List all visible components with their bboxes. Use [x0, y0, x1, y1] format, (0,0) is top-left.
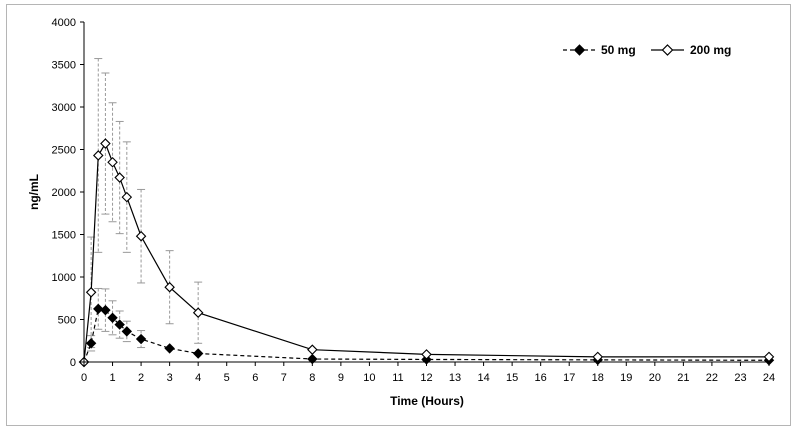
data-point-1 — [421, 349, 432, 360]
x-tick-label: 10 — [363, 372, 375, 384]
x-tick-label: 7 — [281, 372, 287, 384]
data-point-0 — [100, 304, 111, 316]
x-tick-label: 0 — [81, 372, 87, 384]
legend-entry-50mg: 50 mg — [563, 43, 636, 57]
axes — [83, 22, 769, 363]
x-tick-label: 1 — [109, 372, 115, 384]
series-line-1 — [83, 142, 769, 363]
x-tick-label: 24 — [763, 372, 775, 384]
x-tick-label: 19 — [620, 372, 632, 384]
x-tick-label: 3 — [167, 372, 173, 384]
x-tick-label: 4 — [195, 372, 201, 384]
data-point-1 — [85, 287, 97, 298]
y-tick-label: 500 — [58, 315, 76, 327]
x-tick-label: 15 — [506, 372, 518, 384]
data-point-1 — [192, 307, 204, 318]
x-tick-label: 12 — [420, 372, 432, 384]
x-tick-label: 8 — [309, 372, 315, 384]
y-axis-title: ng/mL — [27, 174, 41, 210]
data-point-0 — [192, 348, 204, 359]
data-point-1 — [121, 191, 133, 203]
chart-frame — [6, 4, 791, 426]
legend-entry-200mg: 200 mg — [651, 43, 731, 57]
data-point-1 — [763, 351, 775, 363]
x-tick-labels: 0 1 2 3 4 5 6 7 8 9 10 11 12 13 14 15 16 17 18 19 20 21 22 23 24 — [81, 362, 775, 384]
x-tick-label: 11 — [392, 372, 403, 384]
data-point-1 — [107, 156, 118, 168]
legend-50mg-label: 50 mg — [601, 43, 636, 57]
x-tick-label: 5 — [224, 372, 230, 384]
legend-200mg-label: 200 mg — [690, 43, 731, 57]
y-tick-label: 3000 — [52, 102, 76, 114]
x-tick-label: 20 — [649, 372, 661, 384]
data-point-0 — [107, 312, 118, 324]
legend-50mg-marker — [573, 44, 586, 56]
x-tick-label: 17 — [563, 372, 575, 384]
x-tick-label: 9 — [338, 372, 344, 384]
legend: 50 mg 200 mg — [563, 43, 731, 57]
y-tick-label: 4000 — [52, 17, 76, 29]
y-tick-label: 2000 — [52, 187, 76, 199]
x-tick-label: 22 — [706, 372, 718, 384]
data-point-1 — [92, 150, 104, 161]
x-tick-label: 16 — [535, 372, 547, 384]
data-point-0 — [114, 319, 125, 330]
x-tick-label: 13 — [449, 372, 461, 384]
data-point-0 — [164, 343, 175, 354]
data-point-0 — [121, 326, 133, 337]
y-tick-label: 1000 — [52, 272, 76, 284]
x-tick-label: 6 — [252, 372, 258, 384]
y-tick-label: 2500 — [52, 145, 76, 157]
data-point-1 — [307, 344, 318, 355]
data-point-1 — [100, 138, 111, 149]
x-axis-title: Time (Hours) — [390, 394, 464, 408]
y-tick-label: 0 — [70, 357, 76, 369]
x-tick-label: 18 — [592, 372, 604, 384]
data-point-1 — [164, 281, 175, 293]
legend-200mg-marker — [661, 44, 674, 56]
data-point-1 — [592, 351, 604, 363]
data-point-1 — [135, 230, 147, 242]
x-tick-label: 23 — [734, 372, 746, 384]
x-tick-label: 2 — [138, 372, 144, 384]
y-tick-label: 1500 — [52, 230, 76, 242]
x-tick-label: 21 — [677, 372, 689, 384]
data-point-0 — [85, 338, 97, 349]
x-tick-label: 14 — [477, 372, 489, 384]
series-markers — [78, 138, 775, 368]
data-point-0 — [93, 303, 104, 315]
y-tick-label: 3500 — [52, 60, 76, 72]
y-tick-labels: 0 500 1000 1500 2000 2500 3000 3500 4000 — [52, 17, 84, 369]
series-lines — [83, 142, 770, 363]
data-point-0 — [135, 333, 147, 345]
data-point-1 — [114, 172, 125, 183]
